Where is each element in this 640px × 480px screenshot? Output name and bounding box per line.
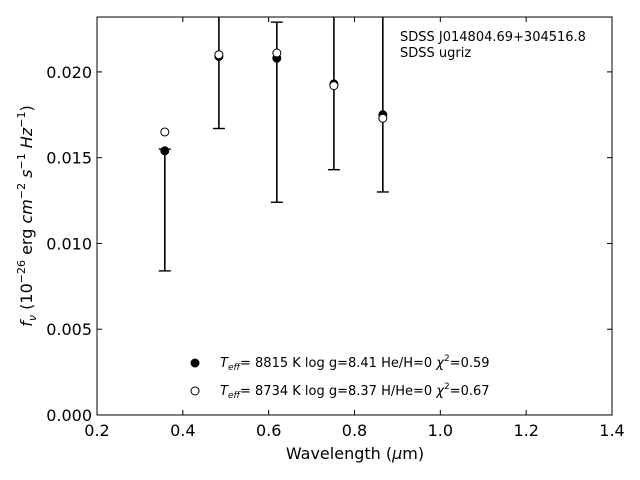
legend-entry-2: Teff= 8734 K log g=8.37 H/He=0 χ2=0.67 [220, 382, 490, 401]
y-axis-title: fν (10−26 erg cm−2 s−1 Hz−1) [15, 105, 39, 326]
x-axis-title: Wavelength (μm) [286, 444, 424, 463]
y-tick-label: 0.015 [46, 149, 92, 168]
open-model-point [378, 113, 388, 123]
x-tick-label: 1.2 [513, 421, 538, 440]
x-tick-label: 0.2 [84, 421, 109, 440]
filled-model-point [160, 146, 170, 156]
legend-entry-1: Teff= 8815 K log g=8.41 He/H=0 χ2=0.59 [220, 354, 490, 373]
y-tick-label: 0.020 [46, 63, 92, 82]
x-tick-label: 0.6 [256, 421, 281, 440]
x-axis-ticks: 0.2 0.4 0.6 0.8 1.0 1.2 1.4 [84, 17, 625, 440]
model-markers [160, 48, 388, 156]
open-model-point [214, 50, 224, 60]
open-model-point [329, 81, 339, 91]
y-axis-ticks: 0.000 0.005 0.010 0.015 0.020 [46, 63, 612, 425]
legend-marker-filled [190, 358, 200, 368]
y-tick-label: 0.000 [46, 406, 92, 425]
x-tick-label: 0.4 [170, 421, 195, 440]
survey-name: SDSS ugriz [400, 46, 471, 61]
y-tick-label: 0.005 [46, 320, 92, 339]
y-tick-label: 0.010 [46, 234, 92, 253]
legend: Teff= 8815 K log g=8.41 He/H=0 χ2=0.59 T… [190, 354, 490, 401]
x-tick-label: 1.4 [599, 421, 624, 440]
open-model-point [160, 127, 170, 137]
legend-marker-open [190, 386, 200, 396]
open-model-point [272, 48, 282, 58]
annotation: SDSS J014804.69+304516.8 SDSS ugriz [400, 30, 586, 61]
x-tick-label: 0.8 [342, 421, 367, 440]
object-name: SDSS J014804.69+304516.8 [400, 30, 586, 45]
x-tick-label: 1.0 [428, 421, 453, 440]
